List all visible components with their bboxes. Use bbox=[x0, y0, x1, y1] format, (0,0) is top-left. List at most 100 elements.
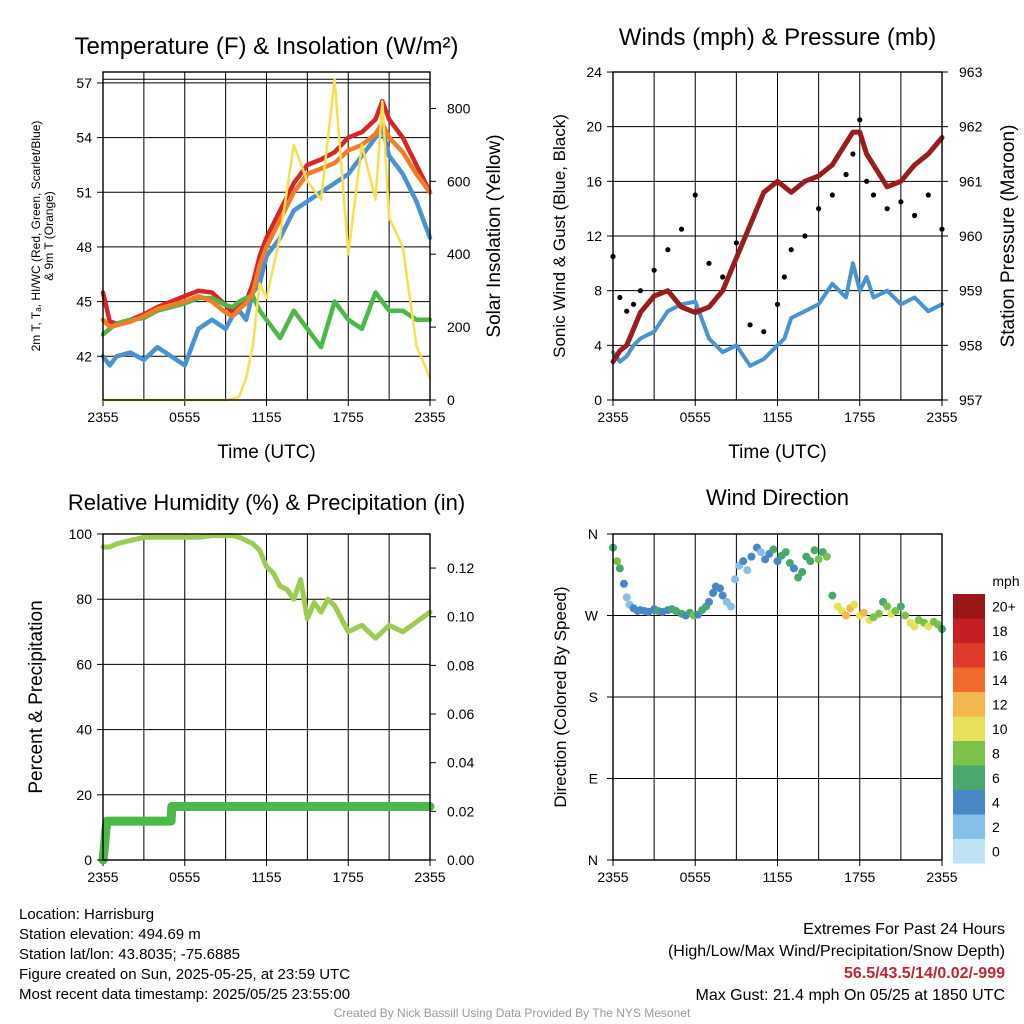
extremes-block: Extremes For Past 24 Hours (High/Low/Max… bbox=[668, 919, 1005, 1007]
rh-plot-border bbox=[102, 533, 431, 861]
temp-y2-tick-label: 800 bbox=[447, 100, 471, 116]
rh-x-tick-label: 1155 bbox=[251, 869, 281, 885]
wind-y-tick-label: 8 bbox=[594, 283, 602, 299]
rh-y2-tick-label: 0.02 bbox=[447, 803, 474, 819]
dir-y-tick-label: S bbox=[589, 689, 598, 705]
temp-y-axis-label-line2: & 9m T (Orange) bbox=[42, 191, 56, 281]
dir-point bbox=[709, 588, 718, 597]
wind-gust-point bbox=[651, 267, 657, 273]
dir-point bbox=[814, 555, 823, 564]
temp-y2-tick-label: 200 bbox=[447, 319, 471, 335]
wind-x-axis-label: Time (UTC) bbox=[728, 442, 827, 463]
colorbar-cell bbox=[953, 839, 985, 864]
colorbar-label: 16 bbox=[992, 647, 1008, 663]
rh-x-tick-label: 1755 bbox=[333, 869, 364, 885]
rh-y-tick-label: 60 bbox=[76, 656, 92, 672]
extremes-subtitle: (High/Low/Max Wind/Precipitation/Snow De… bbox=[667, 943, 1005, 960]
wind-gust-point bbox=[747, 322, 753, 328]
figure-created: Figure created on Sun, 2025-05-25, at 23… bbox=[19, 966, 351, 983]
dir-point bbox=[794, 573, 803, 582]
dir-point bbox=[806, 557, 815, 566]
dir-point bbox=[739, 557, 748, 566]
colorbar-label: 18 bbox=[992, 623, 1008, 639]
temp-y-tick-label: 51 bbox=[76, 184, 92, 200]
dir-panel: 2355 0555 1155 1755 2355 bbox=[597, 533, 958, 885]
dir-point bbox=[798, 568, 807, 577]
wind-x-tick-label: 0555 bbox=[680, 409, 711, 425]
dir-point bbox=[924, 622, 933, 631]
dir-point bbox=[896, 602, 905, 611]
wind-y-tick-label: 12 bbox=[586, 228, 602, 244]
rh-y-tick-label: 40 bbox=[76, 722, 92, 738]
colorbar-cell bbox=[953, 643, 985, 668]
colorbar-cell bbox=[953, 716, 985, 741]
wind-series-sonic bbox=[611, 261, 944, 368]
dir-point bbox=[757, 548, 766, 557]
temp-y-tick-label: 45 bbox=[76, 294, 92, 310]
temp-y-axis-label-line1: 2m T, Tₐ, HI/WC (Red, Green, Scarlet/Blu… bbox=[29, 121, 43, 352]
temp-y-tick-label: 48 bbox=[76, 239, 92, 255]
dir-point bbox=[810, 546, 819, 555]
station-info: Location: Harrisburg Station elevation: … bbox=[19, 905, 350, 1005]
temp-y2-axis-label: Solar Insolation (Yellow) bbox=[484, 134, 505, 337]
colorbar-label: 10 bbox=[992, 721, 1008, 737]
temp-x-tick-label: 1155 bbox=[251, 409, 281, 425]
colorbar-title: mph bbox=[992, 573, 1019, 589]
wind-y-tick-label: 20 bbox=[586, 119, 602, 135]
wind-y-tick-label: 4 bbox=[594, 337, 602, 353]
temp-y2-tick-label: 400 bbox=[447, 246, 471, 262]
wind-gust-point bbox=[850, 151, 856, 157]
wind-x-tick-label: 2355 bbox=[926, 409, 957, 425]
dir-point bbox=[761, 555, 770, 564]
wind-gust-point bbox=[870, 192, 877, 198]
colorbar-label: 14 bbox=[992, 672, 1008, 688]
wind-y2-tick-label: 958 bbox=[959, 337, 983, 353]
rh-y2-tick-label: 0.10 bbox=[447, 609, 474, 625]
colorbar-cell bbox=[953, 618, 985, 643]
wind-y-tick-label: 16 bbox=[586, 173, 602, 189]
dir-x-tick-label: 1155 bbox=[762, 869, 792, 885]
temp-y-tick-label: 42 bbox=[76, 348, 92, 364]
dir-point bbox=[900, 611, 909, 620]
wind-gust-point bbox=[925, 192, 931, 198]
wind-gust-point bbox=[720, 274, 726, 280]
temp-y2-tick-label: 0 bbox=[447, 392, 455, 408]
wind-y-tick-label: 0 bbox=[594, 392, 602, 408]
station-location: Location: Harrisburg bbox=[19, 906, 155, 923]
wind-gust-point bbox=[843, 171, 849, 178]
rh-y2-tick-label: 0.08 bbox=[447, 657, 474, 673]
rh-y-tick-label: 100 bbox=[69, 526, 93, 542]
dir-x-tick-label: 1755 bbox=[844, 869, 875, 885]
station-elevation: Station elevation: 494.69 m bbox=[19, 926, 201, 943]
wind-x-tick-label: 1155 bbox=[762, 409, 792, 425]
wind-gust-point bbox=[864, 178, 870, 184]
dir-point bbox=[726, 602, 735, 611]
wind-series-pressure bbox=[610, 129, 945, 365]
colorbar-cell bbox=[953, 814, 985, 839]
wind-gust-point bbox=[788, 247, 794, 253]
dir-y-axis-label: Direction (Colored By Speed) bbox=[551, 586, 570, 807]
wind-title: Winds (mph) & Pressure (mb) bbox=[619, 24, 936, 51]
temp-x-tick-label: 0555 bbox=[169, 409, 200, 425]
colorbar-cell bbox=[953, 692, 985, 717]
wind-gust-point bbox=[630, 301, 637, 307]
dir-point bbox=[891, 606, 900, 615]
dir-point bbox=[622, 593, 631, 602]
dir-y-tick-label: E bbox=[589, 771, 598, 787]
wind-gust-point bbox=[781, 274, 787, 280]
dir-point bbox=[773, 557, 782, 566]
wind-y-axis-label: Sonic Wind & Gust (Blue, Black) bbox=[550, 114, 569, 358]
wind-y2-tick-label: 957 bbox=[959, 392, 983, 408]
rh-series-precipitation bbox=[98, 802, 435, 865]
colorbar-cell bbox=[953, 594, 985, 619]
wind-gust-point bbox=[911, 212, 918, 219]
station-latlon: Station lat/lon: 43.8035; -75.6885 bbox=[19, 946, 241, 963]
rh-y2-tick-label: 0.04 bbox=[447, 755, 474, 771]
wind-gust-point bbox=[829, 192, 835, 198]
colorbar-label: 20+ bbox=[992, 598, 1016, 614]
dir-point bbox=[789, 564, 798, 573]
wind-gust-point bbox=[706, 260, 712, 266]
wind-y-tick-label: 24 bbox=[586, 64, 602, 80]
wind-gust-point bbox=[802, 233, 808, 239]
wind-y2-tick-label: 960 bbox=[959, 228, 983, 244]
